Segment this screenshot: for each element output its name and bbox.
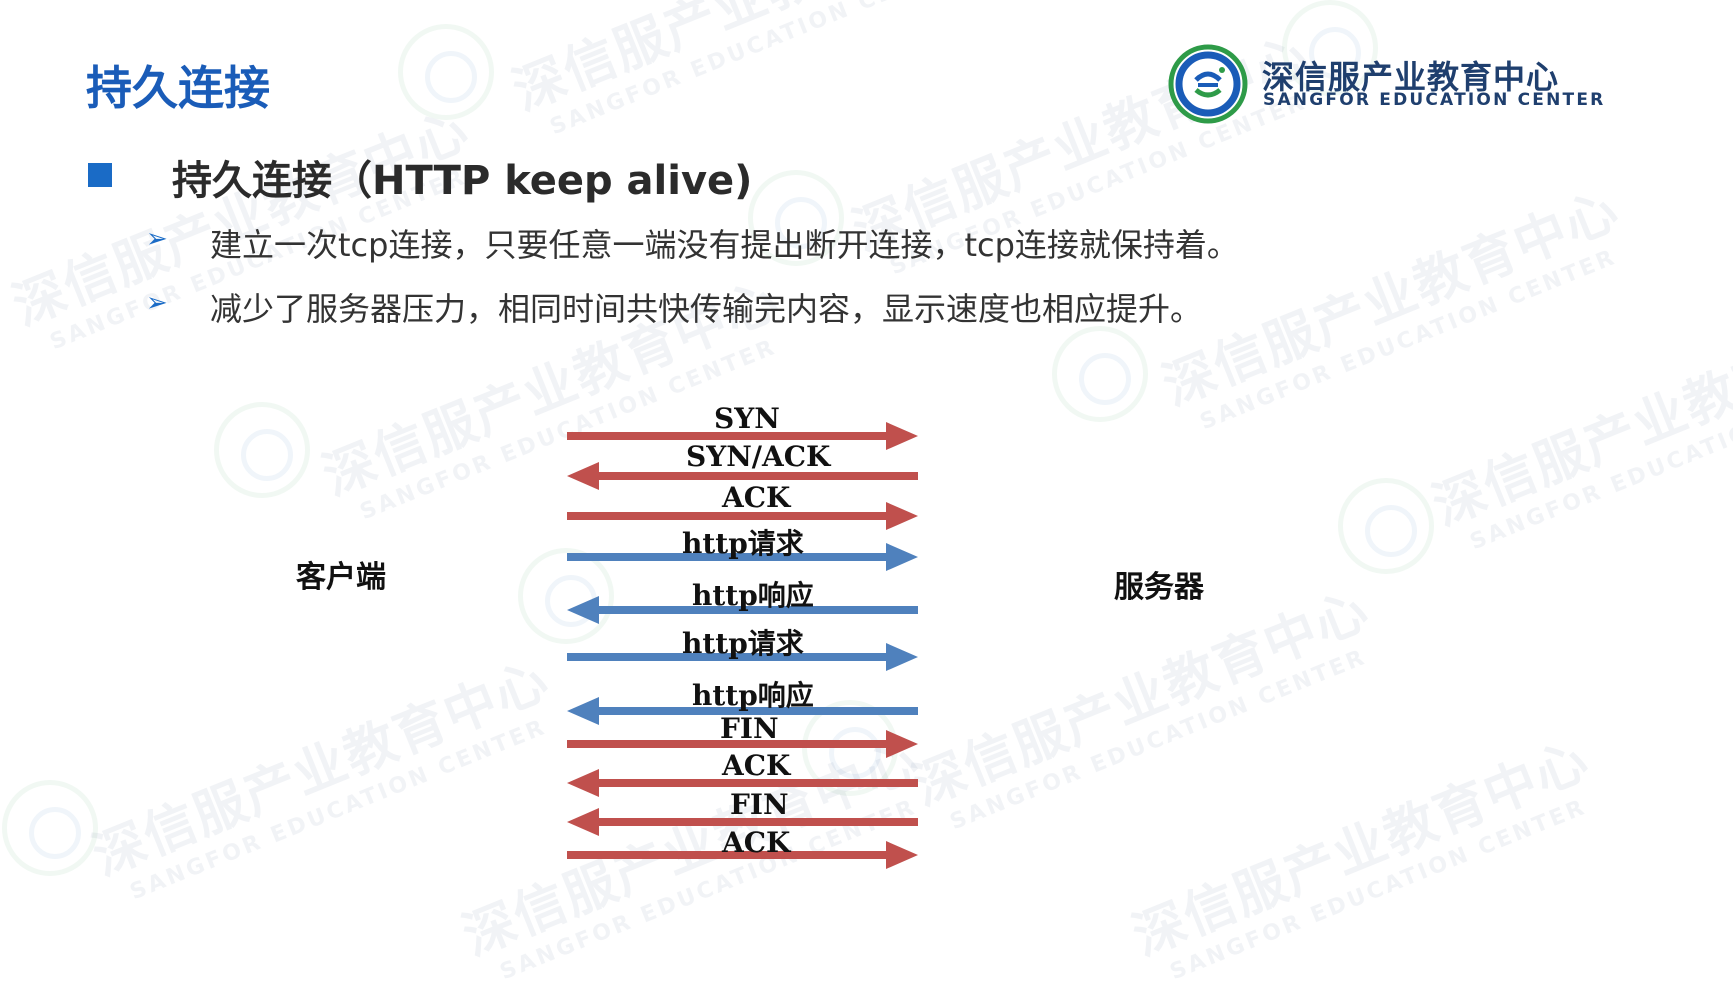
message-label: ACK <box>722 749 791 782</box>
message-label: ACK <box>722 481 791 514</box>
arrow-head-icon <box>567 462 599 490</box>
message-label: ACK <box>722 826 791 859</box>
section-heading: 持久连接（HTTP keep alive) <box>172 158 753 204</box>
bullet-point-1: 建立一次tcp连接，只要任意一端没有提出断开连接，tcp连接就保持着。 <box>210 226 1239 264</box>
message-arrow <box>567 422 918 450</box>
arrow-head-icon <box>886 730 918 758</box>
message-arrow <box>567 596 918 624</box>
arrow-bullet-icon: ➢ <box>146 224 168 254</box>
message-arrow <box>567 462 918 490</box>
message-arrow <box>567 543 918 571</box>
message-arrow <box>567 808 918 836</box>
message-label: SYN <box>714 402 780 435</box>
square-bullet-icon <box>88 163 112 187</box>
message-label: http响应 <box>692 579 814 612</box>
message-arrow <box>567 769 918 797</box>
message-label: FIN <box>730 788 789 821</box>
message-arrow <box>567 502 918 530</box>
logo-name-cn: 深信服产业教育中心 <box>1262 58 1560 96</box>
arrow-head-icon <box>886 643 918 671</box>
server-label: 服务器 <box>1114 570 1204 605</box>
arrow-head-icon <box>886 841 918 869</box>
client-label: 客户端 <box>296 560 386 595</box>
message-label: http请求 <box>682 527 804 560</box>
message-label: SYN/ACK <box>686 440 831 473</box>
arrow-head-icon <box>886 543 918 571</box>
arrow-head-icon <box>567 697 599 725</box>
bullet-point-2: 减少了服务器压力，相同时间共快传输完内容，显示速度也相应提升。 <box>210 290 1203 328</box>
logo-name-en: SANGFOR EDUCATION CENTER <box>1263 90 1606 110</box>
message-arrow <box>567 697 918 725</box>
arrow-bullet-icon: ➢ <box>146 288 168 318</box>
message-label: http请求 <box>682 627 804 660</box>
arrow-head-icon <box>886 422 918 450</box>
arrow-head-icon <box>567 596 599 624</box>
message-arrow <box>567 643 918 671</box>
message-arrow <box>567 730 918 758</box>
arrow-head-icon <box>567 769 599 797</box>
message-label: http响应 <box>692 679 814 712</box>
page-title: 持久连接 <box>86 61 270 115</box>
message-arrow <box>567 841 918 869</box>
arrow-head-icon <box>567 808 599 836</box>
message-label: FIN <box>720 712 779 745</box>
sangfor-education-seal-icon <box>1168 44 1248 124</box>
arrow-head-icon <box>886 502 918 530</box>
